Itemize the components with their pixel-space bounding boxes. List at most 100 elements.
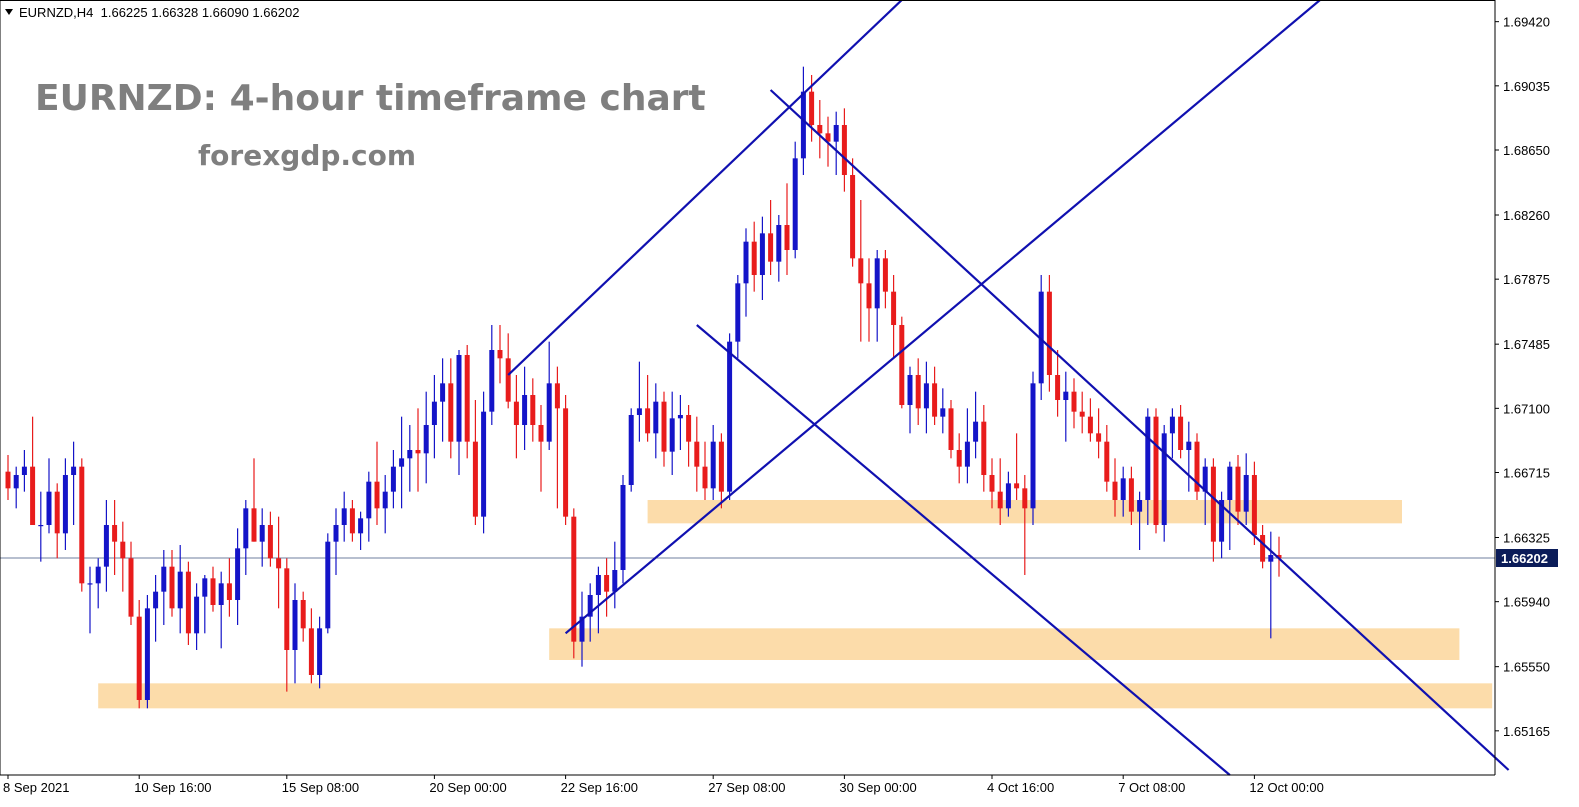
candle-body <box>964 441 970 467</box>
candle <box>79 458 85 592</box>
candle <box>989 458 995 509</box>
candle-body <box>1227 466 1233 500</box>
candle-body <box>317 628 323 675</box>
candle <box>259 508 265 567</box>
candle <box>505 333 511 409</box>
candle-body <box>776 225 782 262</box>
candle <box>399 416 405 509</box>
candle-body <box>759 233 765 275</box>
candle-body <box>817 125 823 134</box>
x-tick-label: 27 Sep 08:00 <box>708 780 785 795</box>
candle <box>1030 371 1036 525</box>
candle <box>251 458 257 542</box>
candle-body <box>1210 466 1216 542</box>
candle <box>817 100 823 159</box>
candle <box>997 458 1003 525</box>
candle <box>1112 458 1118 517</box>
y-tick-label: 1.68260 <box>1503 208 1550 223</box>
candle-body <box>185 571 191 634</box>
y-tick-label: 1.66325 <box>1503 531 1550 546</box>
candle-body <box>456 355 462 442</box>
candle <box>718 433 724 509</box>
candle <box>1096 408 1102 459</box>
candle-body <box>46 491 52 525</box>
candle-body <box>1194 441 1200 492</box>
candle-body <box>735 283 741 342</box>
candle-body <box>1014 483 1020 489</box>
candle-body <box>653 401 659 434</box>
candle-body <box>579 616 585 642</box>
candle <box>202 575 208 634</box>
candle <box>1005 471 1011 517</box>
candle <box>1079 391 1085 434</box>
candle-body <box>1161 433 1167 525</box>
candle <box>1169 408 1175 459</box>
candle-body <box>103 525 109 567</box>
candle-body <box>604 575 610 592</box>
candle-body <box>1178 416 1184 450</box>
candle-body <box>1112 481 1118 500</box>
support-zone <box>549 628 1460 660</box>
dropdown-triangle-icon[interactable] <box>5 9 13 15</box>
candle-body <box>366 481 372 519</box>
candle-body <box>1120 478 1126 500</box>
candle <box>431 375 437 459</box>
candle <box>177 545 183 634</box>
current-price-tag: 1.66202 <box>1496 549 1558 567</box>
candle <box>546 341 552 450</box>
y-tick-label: 1.68650 <box>1503 143 1550 158</box>
candle <box>103 500 109 592</box>
candle-body <box>669 418 675 452</box>
candle <box>571 508 577 659</box>
candle <box>522 366 528 450</box>
candle-body <box>554 383 560 409</box>
y-tick-label: 1.66715 <box>1503 466 1550 481</box>
candle-body <box>751 241 757 275</box>
y-tick-label: 1.65550 <box>1503 660 1550 675</box>
candle-body <box>636 408 642 415</box>
trendlines <box>507 0 1510 776</box>
support-zone <box>98 683 1493 709</box>
candle-body <box>325 541 331 629</box>
candle <box>112 500 118 575</box>
candle <box>333 508 339 575</box>
y-tick-label: 1.65940 <box>1503 595 1550 610</box>
y-ticks: 1.69420 1.69035 1.68650 1.68260 1.67875 1.674… <box>1495 15 1550 739</box>
candle <box>915 358 921 425</box>
candle-body <box>1268 555 1274 562</box>
candle-body <box>79 466 85 584</box>
candle-body <box>218 583 224 605</box>
candle-body <box>677 415 683 419</box>
candle <box>267 511 273 567</box>
candle-body <box>202 578 208 597</box>
x-tick-label: 7 Oct 08:00 <box>1118 780 1185 795</box>
candle <box>30 416 36 525</box>
trendline <box>507 0 903 376</box>
candle-body <box>390 466 396 492</box>
trendline <box>564 0 1321 635</box>
candle <box>448 358 454 459</box>
candle-body <box>825 133 831 142</box>
candle <box>358 511 364 550</box>
candle-body <box>243 508 249 549</box>
x-tick-label: 12 Oct 00:00 <box>1249 780 1323 795</box>
candle-body <box>1096 433 1102 442</box>
x-tick-label: 20 Sep 00:00 <box>429 780 506 795</box>
candle-body <box>891 291 897 325</box>
candle <box>464 345 470 459</box>
candle-body <box>1071 391 1077 412</box>
candle <box>185 561 191 645</box>
candle <box>456 350 462 475</box>
candle-body <box>833 125 839 142</box>
candle <box>923 361 929 434</box>
candle-body <box>1276 555 1282 559</box>
candle-body <box>1005 483 1011 509</box>
candle-body <box>1063 391 1069 400</box>
candle <box>13 466 19 509</box>
candle-body <box>464 355 470 442</box>
candle <box>423 391 429 484</box>
candle-body <box>284 568 290 650</box>
candle-body <box>923 383 929 409</box>
price-tag-background <box>1496 549 1558 567</box>
x-tick-label: 22 Sep 16:00 <box>561 780 638 795</box>
